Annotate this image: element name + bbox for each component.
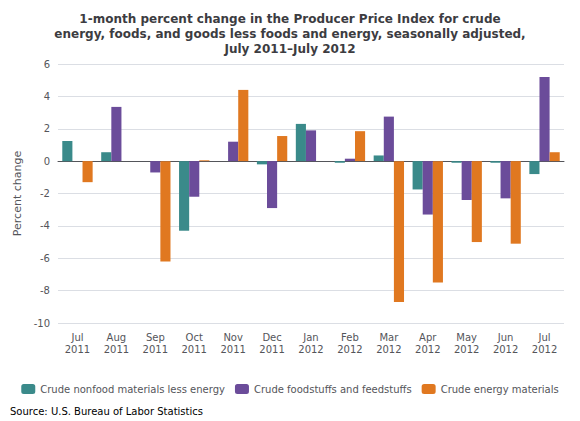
svg-text:2012: 2012 <box>298 344 323 355</box>
svg-text:Jan: Jan <box>302 332 318 343</box>
svg-text:2012: 2012 <box>532 344 557 355</box>
svg-text:2011: 2011 <box>220 344 245 355</box>
svg-text:Dec: Dec <box>262 332 281 343</box>
svg-text:2012: 2012 <box>376 344 401 355</box>
svg-text:Crude foodstuffs and feedstuff: Crude foodstuffs and feedstuffs <box>254 384 412 395</box>
svg-text:2012: 2012 <box>337 344 362 355</box>
svg-text:2011: 2011 <box>143 344 168 355</box>
svg-text:2012: 2012 <box>415 344 440 355</box>
svg-text:-2: -2 <box>40 188 50 199</box>
svg-text:2011: 2011 <box>182 344 207 355</box>
svg-text:Crude nonfood materials less e: Crude nonfood materials less energy <box>40 384 225 395</box>
svg-text:-6: -6 <box>40 253 50 264</box>
svg-text:Nov: Nov <box>223 332 243 343</box>
svg-text:Aug: Aug <box>107 332 127 343</box>
svg-text:2011: 2011 <box>65 344 90 355</box>
svg-text:1-month percent change in the: 1-month percent change in the Producer P… <box>79 12 500 26</box>
svg-text:energy, foods, and goods less: energy, foods, and goods less foods and … <box>54 27 525 41</box>
svg-text:Apr: Apr <box>419 332 437 343</box>
svg-text:-10: -10 <box>34 318 50 329</box>
svg-text:Jul: Jul <box>70 332 83 343</box>
svg-text:-8: -8 <box>40 285 50 296</box>
svg-text:Source: U.S. Bureau of Labor S: Source: U.S. Bureau of Labor Statistics <box>10 406 203 417</box>
svg-text:6: 6 <box>44 59 50 70</box>
svg-text:-4: -4 <box>40 220 50 231</box>
svg-text:Mar: Mar <box>379 332 399 343</box>
svg-text:0: 0 <box>44 156 50 167</box>
svg-text:Jul: Jul <box>537 332 550 343</box>
svg-text:2011: 2011 <box>104 344 129 355</box>
svg-text:2012: 2012 <box>493 344 518 355</box>
svg-text:2: 2 <box>44 123 50 134</box>
svg-text:May: May <box>456 332 477 343</box>
svg-text:4: 4 <box>44 91 50 102</box>
svg-text:2012: 2012 <box>454 344 479 355</box>
svg-text:Crude energy materials: Crude energy materials <box>441 384 559 395</box>
svg-text:Oct: Oct <box>186 332 203 343</box>
svg-text:Sep: Sep <box>146 332 165 343</box>
svg-text:2011: 2011 <box>259 344 284 355</box>
svg-text:Jun: Jun <box>497 332 514 343</box>
svg-text:Feb: Feb <box>341 332 359 343</box>
svg-text:Percent change: Percent change <box>11 151 24 237</box>
svg-text:July 2011–July 2012: July 2011–July 2012 <box>223 42 355 56</box>
